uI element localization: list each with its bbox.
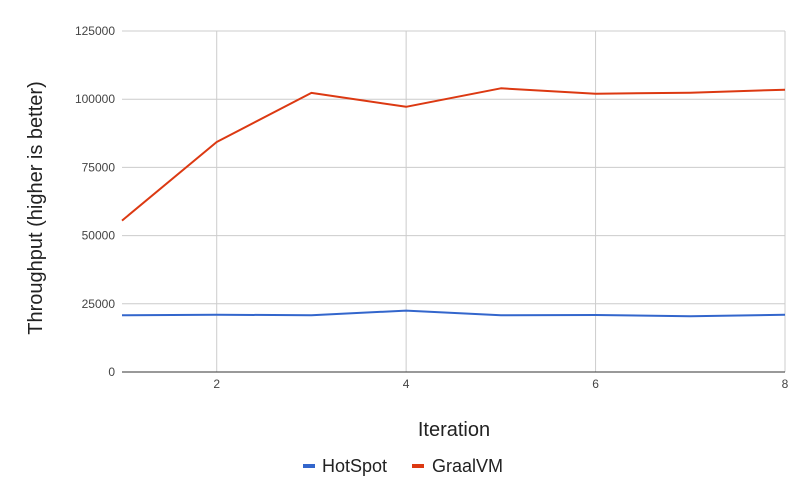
y-tick-label-0: 0 xyxy=(108,365,115,379)
tick-labels: 0 25000 50000 75000 100000 125000 2 4 6 8 xyxy=(75,24,789,391)
y-axis-title: Throughput (higher is better) xyxy=(25,81,47,334)
y-tick-label-75000: 75000 xyxy=(82,160,116,174)
y-tick-label-25000: 25000 xyxy=(82,297,116,311)
y-tick-label-100000: 100000 xyxy=(75,92,115,106)
legend-label-graalvm: GraalVM xyxy=(432,456,503,476)
x-tick-label-6: 6 xyxy=(592,377,599,391)
legend-swatch-hotspot xyxy=(303,464,315,468)
x-tick-label-4: 4 xyxy=(403,377,410,391)
legend-swatch-graalvm xyxy=(412,464,424,468)
x-axis-title: Iteration xyxy=(418,419,490,441)
legend-label-hotspot: HotSpot xyxy=(322,456,387,476)
y-tick-label-125000: 125000 xyxy=(75,24,115,38)
series-lines xyxy=(121,87,786,318)
legend-item-graalvm[interactable]: GraalVM xyxy=(412,456,503,476)
x-tick-label-8: 8 xyxy=(782,377,789,391)
series-line-graalvm[interactable] xyxy=(121,87,786,222)
x-tick-label-2: 2 xyxy=(213,377,220,391)
y-tick-label-50000: 50000 xyxy=(82,229,116,243)
legend: HotSpot GraalVM xyxy=(303,456,503,476)
series-line-hotspot[interactable] xyxy=(121,309,786,318)
legend-item-hotspot[interactable]: HotSpot xyxy=(303,456,387,476)
grid-lines xyxy=(122,30,786,372)
